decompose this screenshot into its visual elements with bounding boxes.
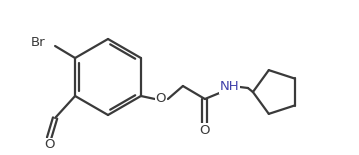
Text: Br: Br bbox=[31, 36, 45, 49]
Text: O: O bbox=[156, 93, 166, 106]
Text: NH: NH bbox=[220, 80, 240, 93]
Text: O: O bbox=[200, 124, 210, 137]
Text: O: O bbox=[44, 139, 54, 151]
